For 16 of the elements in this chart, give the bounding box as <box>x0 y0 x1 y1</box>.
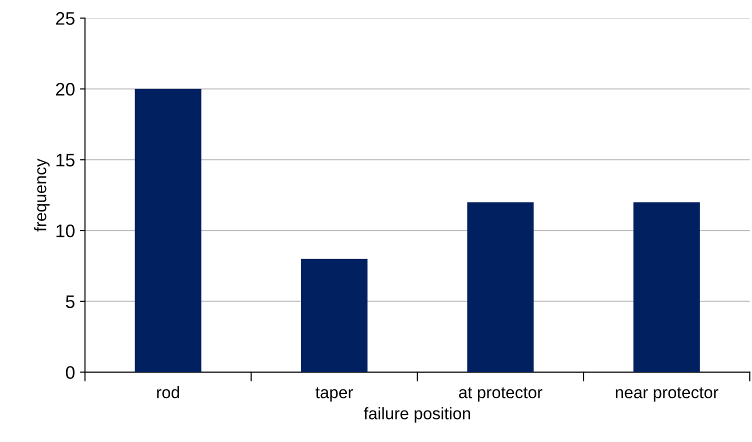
x-tick-label: rod <box>157 386 180 398</box>
bar <box>134 88 202 372</box>
y-tick-label: 5 <box>66 295 74 308</box>
bar <box>633 202 700 372</box>
y-tick-label: 20 <box>56 82 75 96</box>
x-tick-label: at protector <box>459 387 542 402</box>
bar <box>467 202 534 372</box>
y-tick-label: 15 <box>56 154 74 166</box>
x-axis-title: failure position <box>364 407 470 423</box>
x-tick-label: near protector <box>616 387 718 402</box>
bar <box>301 258 368 372</box>
y-axis-title: frequency <box>34 158 50 232</box>
x-tick-label: taper <box>316 387 353 402</box>
y-tick-label: 25 <box>56 12 74 25</box>
y-tick-label: 10 <box>56 224 75 238</box>
y-tick-label: 0 <box>66 366 75 379</box>
